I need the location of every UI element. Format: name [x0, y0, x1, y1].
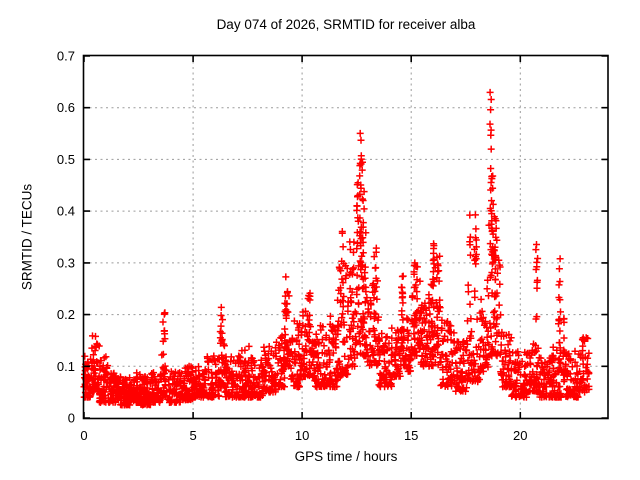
scatter-points	[80, 88, 593, 409]
x-tick-label: 20	[513, 428, 527, 443]
x-tick-label: 0	[80, 428, 87, 443]
y-tick-label: 0.2	[57, 307, 75, 322]
y-tick-label: 0.7	[57, 49, 75, 64]
y-tick-label: 0.5	[57, 152, 75, 167]
y-tick-label: 0.3	[57, 255, 75, 270]
y-tick-label: 0.4	[57, 204, 75, 219]
y-tick-label: 0.6	[57, 100, 75, 115]
y-tick-label: 0.1	[57, 359, 75, 374]
x-tick-label: 5	[189, 428, 196, 443]
axis-tick-marks	[83, 55, 608, 419]
plot-border	[82, 54, 609, 420]
x-tick-label: 15	[404, 428, 418, 443]
x-tick-label: 10	[295, 428, 309, 443]
y-tick-label: 0	[68, 411, 75, 426]
x-axis-label: GPS time / hours	[294, 449, 398, 464]
chart-title: Day 074 of 2026, SRMTID for receiver alb…	[216, 17, 476, 32]
